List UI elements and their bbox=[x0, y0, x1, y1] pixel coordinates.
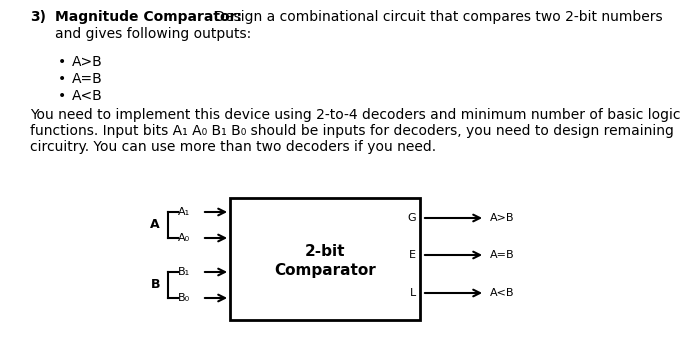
Text: Magnitude Comparator:: Magnitude Comparator: bbox=[55, 10, 242, 24]
Text: L: L bbox=[410, 288, 416, 298]
Text: circuitry. You can use more than two decoders if you need.: circuitry. You can use more than two dec… bbox=[30, 140, 436, 154]
Text: E: E bbox=[409, 250, 416, 260]
Text: A>B: A>B bbox=[490, 213, 514, 223]
Text: You need to implement this device using 2-to-4 decoders and minimum number of ba: You need to implement this device using … bbox=[30, 108, 680, 122]
Text: functions. Input bits A₁ A₀ B₁ B₀ should be inputs for decoders, you need to des: functions. Input bits A₁ A₀ B₁ B₀ should… bbox=[30, 124, 674, 138]
Text: and gives following outputs:: and gives following outputs: bbox=[55, 27, 251, 41]
Text: B₁: B₁ bbox=[178, 267, 190, 277]
Text: A<B: A<B bbox=[490, 288, 514, 298]
Text: A>B: A>B bbox=[72, 55, 103, 69]
Text: A<B: A<B bbox=[72, 89, 103, 103]
Text: A₀: A₀ bbox=[178, 233, 190, 243]
Text: •: • bbox=[58, 89, 66, 103]
Text: A=B: A=B bbox=[72, 72, 103, 86]
Text: 2-bit: 2-bit bbox=[304, 245, 345, 259]
Bar bbox=[230, 198, 420, 320]
Text: B₀: B₀ bbox=[178, 293, 190, 303]
Text: B: B bbox=[150, 278, 160, 292]
Text: Design a combinational circuit that compares two 2-bit numbers: Design a combinational circuit that comp… bbox=[210, 10, 663, 24]
Text: A₁: A₁ bbox=[178, 207, 190, 217]
Text: A=B: A=B bbox=[490, 250, 514, 260]
Text: 3): 3) bbox=[30, 10, 46, 24]
Text: A: A bbox=[150, 218, 160, 232]
Text: •: • bbox=[58, 55, 66, 69]
Text: •: • bbox=[58, 72, 66, 86]
Text: G: G bbox=[407, 213, 416, 223]
Text: Comparator: Comparator bbox=[274, 263, 376, 277]
